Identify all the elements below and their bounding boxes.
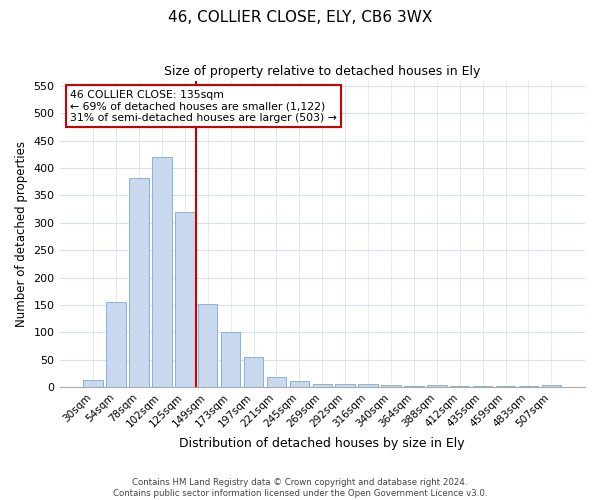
Text: Contains HM Land Registry data © Crown copyright and database right 2024.
Contai: Contains HM Land Registry data © Crown c…: [113, 478, 487, 498]
Text: 46, COLLIER CLOSE, ELY, CB6 3WX: 46, COLLIER CLOSE, ELY, CB6 3WX: [168, 10, 432, 25]
Bar: [198, 304, 217, 387]
Bar: [152, 157, 172, 387]
Bar: [381, 386, 401, 387]
Y-axis label: Number of detached properties: Number of detached properties: [15, 141, 28, 327]
Bar: [404, 386, 424, 387]
X-axis label: Distribution of detached houses by size in Ely: Distribution of detached houses by size …: [179, 437, 465, 450]
Bar: [427, 386, 446, 387]
Bar: [358, 384, 378, 387]
Text: 46 COLLIER CLOSE: 135sqm
← 69% of detached houses are smaller (1,122)
31% of sem: 46 COLLIER CLOSE: 135sqm ← 69% of detach…: [70, 90, 337, 123]
Bar: [175, 212, 194, 387]
Bar: [519, 386, 538, 387]
Bar: [244, 357, 263, 387]
Bar: [83, 380, 103, 387]
Bar: [106, 302, 126, 387]
Bar: [496, 386, 515, 387]
Bar: [335, 384, 355, 387]
Bar: [129, 178, 149, 387]
Bar: [313, 384, 332, 387]
Bar: [542, 386, 561, 387]
Bar: [450, 386, 469, 387]
Title: Size of property relative to detached houses in Ely: Size of property relative to detached ho…: [164, 65, 481, 78]
Bar: [473, 386, 493, 387]
Bar: [221, 332, 241, 387]
Bar: [290, 382, 309, 387]
Bar: [267, 377, 286, 387]
